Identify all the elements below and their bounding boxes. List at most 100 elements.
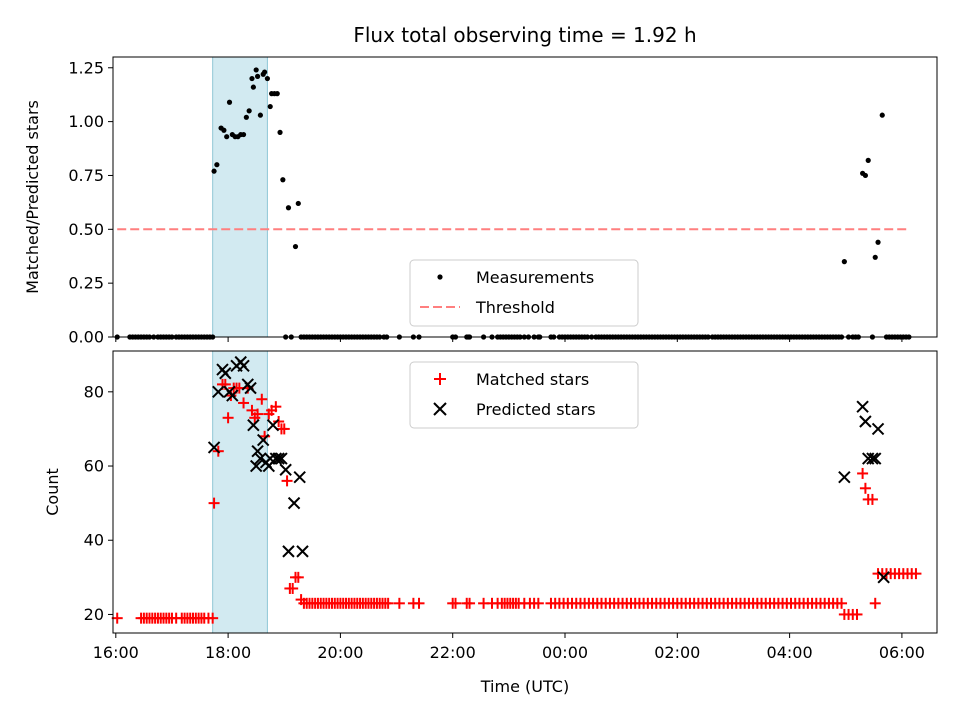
predicted-star-point xyxy=(269,452,283,465)
legend-bottom: Matched stars Predicted stars xyxy=(409,361,639,429)
predicted-star-point xyxy=(275,452,288,465)
matched-star-point xyxy=(222,412,234,424)
legend-label-predicted: Predicted stars xyxy=(476,400,596,419)
measurement-point xyxy=(250,84,256,90)
legend-top: Measurements Threshold xyxy=(409,259,639,327)
legend-marker-predicted xyxy=(433,402,447,416)
matched-star-point xyxy=(278,423,290,435)
predicted-star-point xyxy=(296,545,309,558)
predicted-star-point xyxy=(244,381,257,395)
x-axis-label: Time (UTC) xyxy=(480,677,569,696)
measurement-point xyxy=(865,157,871,163)
matched-star-point xyxy=(246,404,258,416)
matched-star-point xyxy=(256,393,268,405)
y-tick-label-top: 0.50 xyxy=(68,220,104,239)
chart-title: Flux total observing time = 1.92 h xyxy=(353,23,696,47)
measurement-point xyxy=(257,112,263,118)
predicted-star-point xyxy=(279,463,292,476)
matched-star-point xyxy=(208,497,220,509)
measurement-point xyxy=(264,75,271,82)
measurement-point xyxy=(879,112,885,118)
y-tick-label-top: 1.00 xyxy=(68,112,104,131)
predicted-star-point xyxy=(251,444,264,458)
matched-star-point xyxy=(532,597,544,609)
predicted-star-point xyxy=(226,389,239,402)
matched-star-point xyxy=(857,467,869,479)
y-axis-label-bottom: Count xyxy=(43,468,62,516)
measurement-point xyxy=(285,205,292,211)
y-tick-label-bottom: 40 xyxy=(84,531,104,550)
measurement-point xyxy=(240,131,247,138)
predicted-star-point xyxy=(256,433,270,447)
top-panel: 0.00 0.25 0.50 0.75 1.00 1.25 Flux total obse… xyxy=(23,23,938,347)
matched-star-point xyxy=(851,608,863,620)
measurement-point xyxy=(253,67,259,73)
measurement-point xyxy=(249,75,255,82)
matched-star-point xyxy=(859,482,871,494)
predicted-star-point xyxy=(212,385,225,399)
bottom-plot-frame xyxy=(112,350,938,634)
predicted-star-point xyxy=(266,419,280,432)
predicted-star-point xyxy=(247,419,260,432)
x-tick-label: 18:00 xyxy=(205,643,251,662)
legend-box-bottom xyxy=(409,361,639,429)
measurement-point xyxy=(226,99,233,105)
measurement-point xyxy=(872,254,878,260)
measurement-point xyxy=(224,134,230,140)
measurement-point xyxy=(862,172,869,179)
legend-label-threshold: Threshold xyxy=(475,298,555,317)
matched-star-point xyxy=(382,597,394,609)
y-axis-ticks-bottom: 20 40 60 80 xyxy=(84,382,113,624)
predicted-star-point xyxy=(869,452,882,465)
y-tick-label-bottom: 80 xyxy=(84,382,104,401)
y-tick-label-top: 0.75 xyxy=(68,166,104,185)
x-tick-label: 06:00 xyxy=(879,643,925,662)
y-tick-label-bottom: 60 xyxy=(84,457,104,476)
x-axis-ticks-top xyxy=(115,337,903,342)
matched-star-point xyxy=(287,582,299,594)
matched-star-point xyxy=(464,597,476,609)
measurement-point xyxy=(254,73,261,79)
y-axis-ticks-top: 0.00 0.25 0.50 0.75 1.00 1.25 xyxy=(68,58,113,347)
observing-window-band xyxy=(212,56,268,338)
matched-star-point xyxy=(207,612,219,624)
matched-star-point xyxy=(393,597,405,609)
measurement-point xyxy=(292,243,299,250)
matched-star-point xyxy=(869,597,881,609)
x-tick-label: 16:00 xyxy=(93,643,139,662)
matched-star-point xyxy=(270,401,282,413)
predicted-star-point xyxy=(866,452,879,465)
predicted-star-point xyxy=(237,359,250,373)
matched-star-point xyxy=(111,612,123,624)
matched-star-point xyxy=(910,568,922,580)
x-tick-label: 04:00 xyxy=(767,643,813,662)
matched-star-point xyxy=(866,493,878,505)
predicted-star-point xyxy=(871,422,885,436)
measurement-point xyxy=(875,239,881,245)
matched-star-point xyxy=(252,408,264,420)
predicted-star-point xyxy=(249,459,263,473)
y-tick-label-top: 0.25 xyxy=(68,274,104,293)
predicted-star-point xyxy=(219,367,232,380)
y-tick-label-top: 0.00 xyxy=(68,328,104,347)
legend-label-measurements: Measurements xyxy=(476,268,594,287)
legend-label-matched: Matched stars xyxy=(476,370,589,389)
matched-star-point xyxy=(450,597,462,609)
matched-star-point xyxy=(281,475,293,487)
x-tick-label: 00:00 xyxy=(542,643,588,662)
measurement-point xyxy=(280,177,286,183)
measurement-point xyxy=(267,103,273,110)
measurement-point xyxy=(262,69,268,75)
matched-star-point xyxy=(238,397,250,409)
x-tick-label: 20:00 xyxy=(317,643,363,662)
legend-box-top xyxy=(409,259,639,327)
x-axis-ticks-bottom: 16:00 18:00 20:00 22:00 00:00 02:00 04:00 06:00 xyxy=(93,633,925,662)
measurement-point xyxy=(243,114,249,120)
measurement-point xyxy=(214,162,220,168)
x-tick-label: 02:00 xyxy=(654,643,700,662)
bottom-panel: 20 40 60 80 16:00 18:00 20:00 22:00 00:00 02:00 0… xyxy=(43,350,938,696)
predicted-star-point xyxy=(272,452,285,465)
y-tick-label-top: 1.25 xyxy=(68,58,104,77)
